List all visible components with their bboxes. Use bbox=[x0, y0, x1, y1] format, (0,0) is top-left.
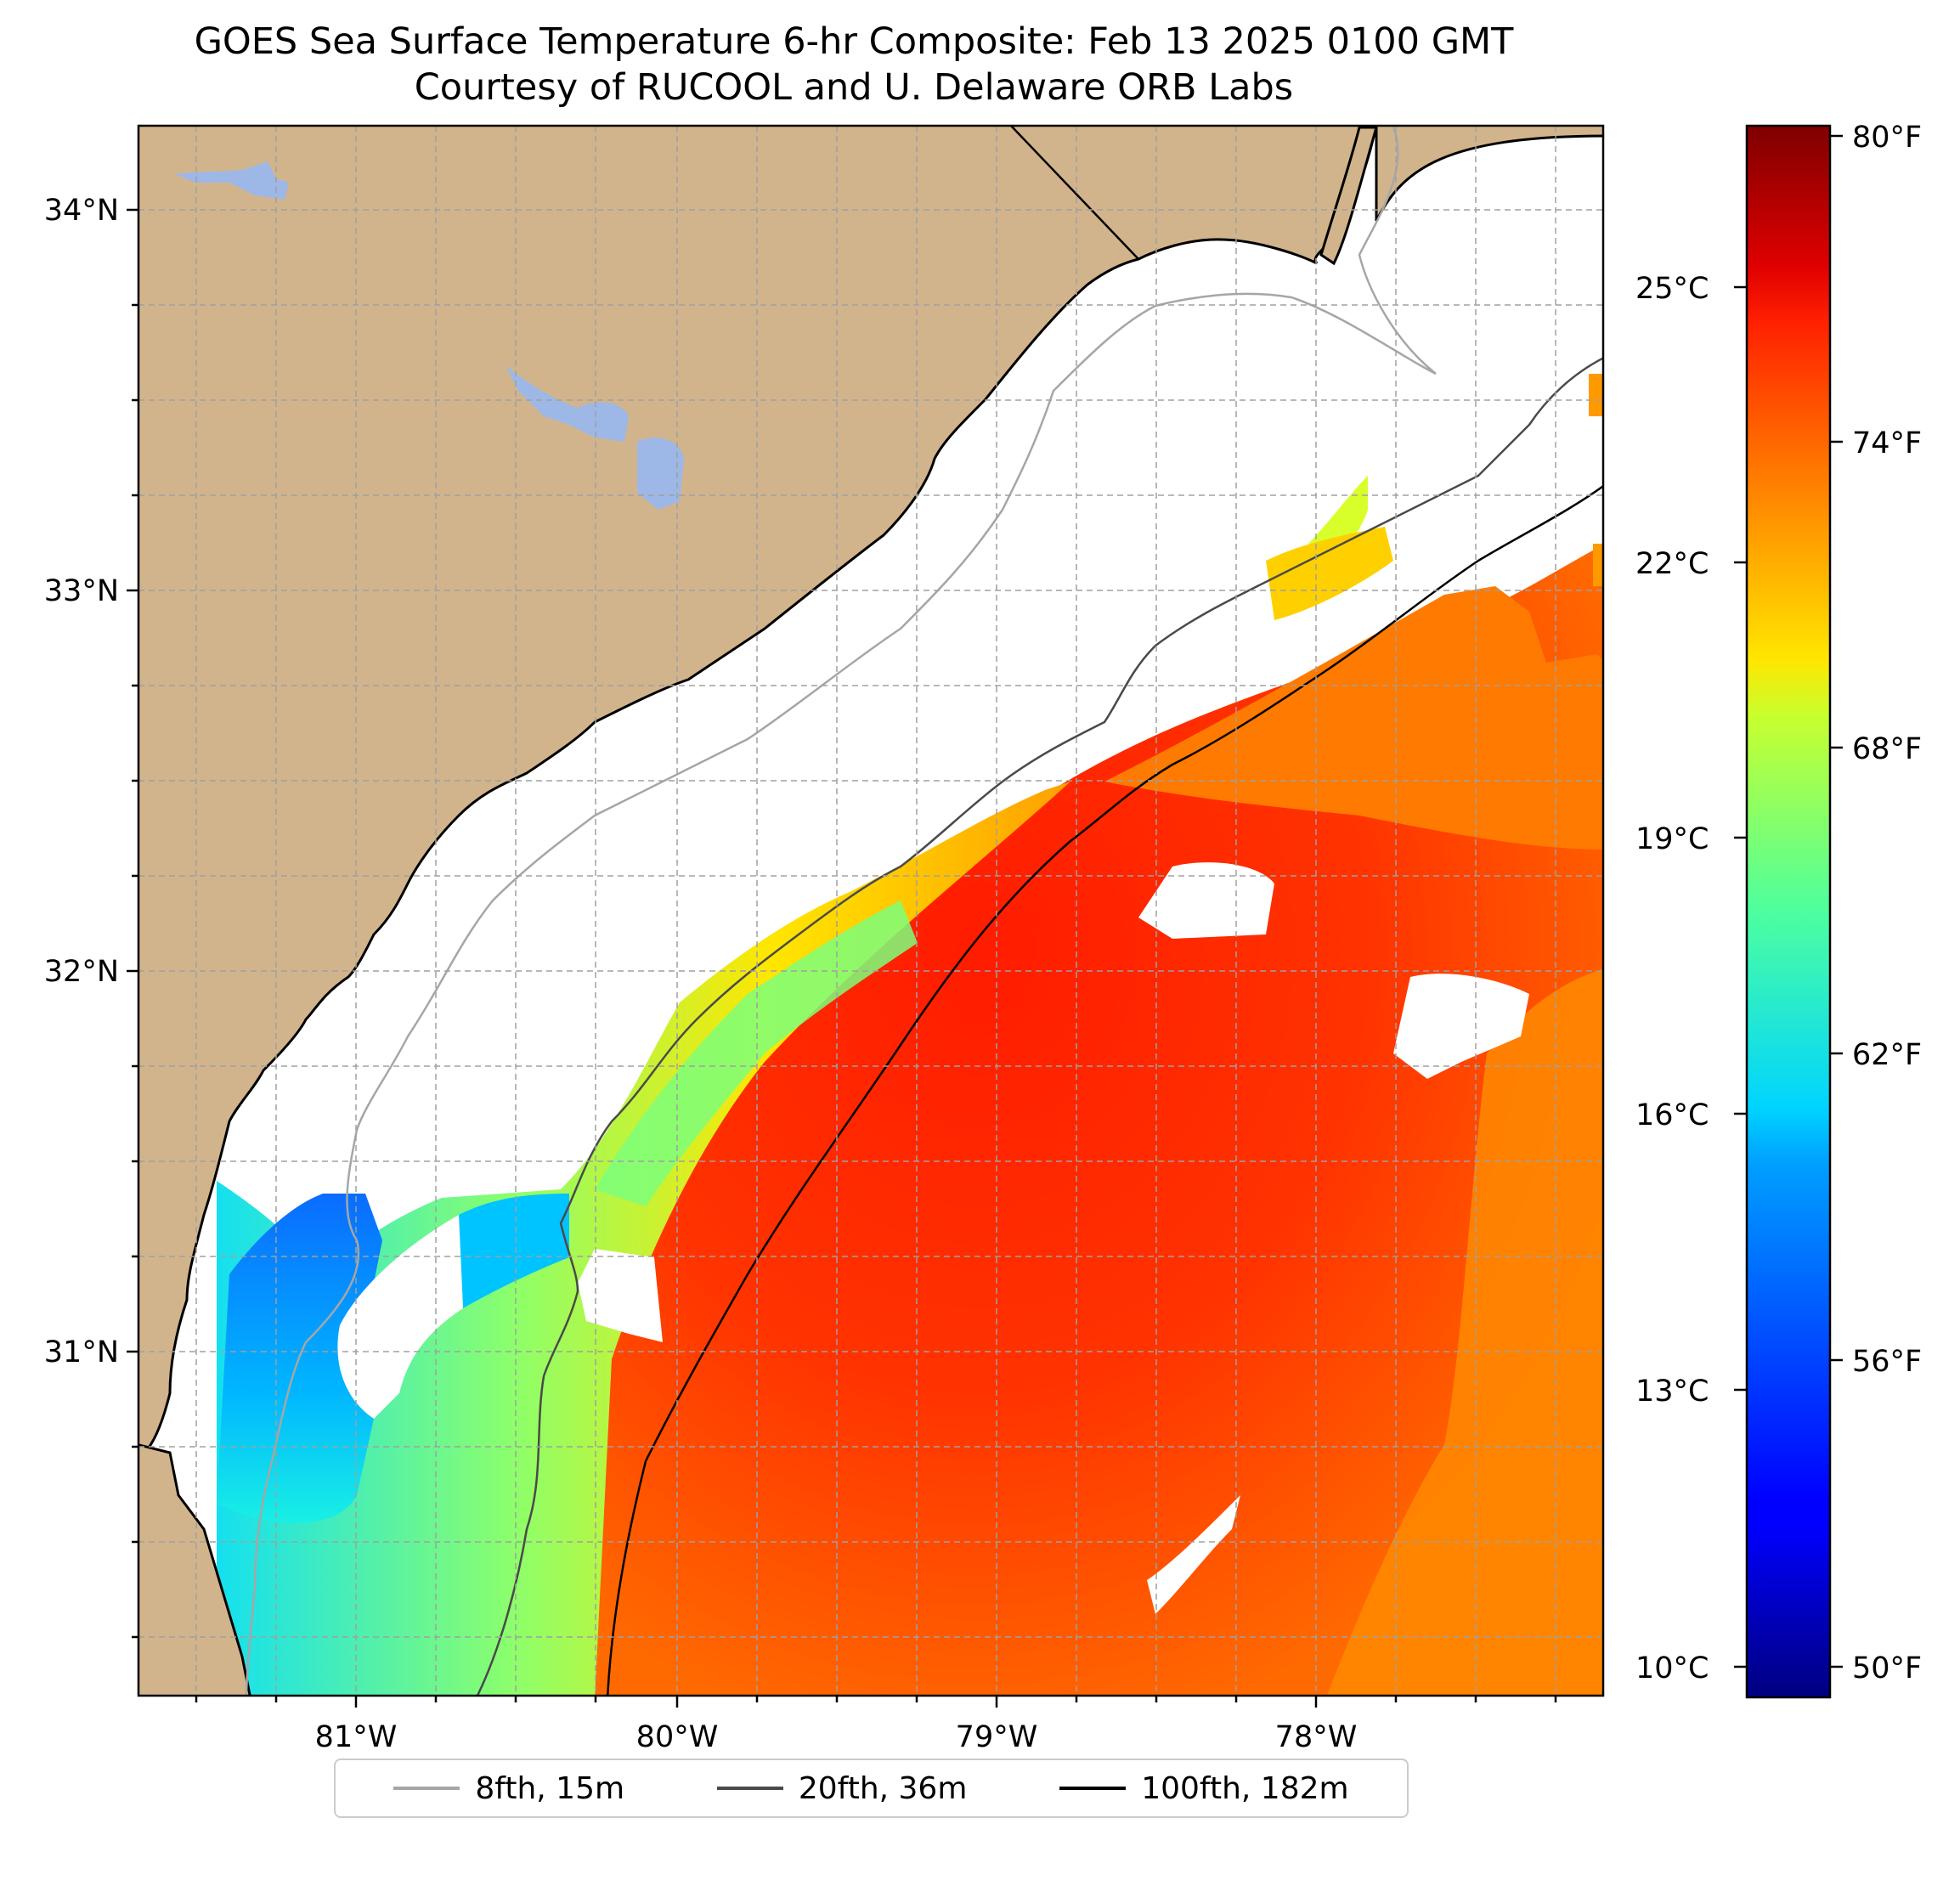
legend-label-100fth: 100fth, 182m bbox=[1141, 1770, 1349, 1806]
colorbar-celsius-label: 19°C bbox=[1635, 822, 1709, 856]
lon-tick-label: 79°W bbox=[956, 1720, 1038, 1754]
no-data-inshore-cove bbox=[337, 1215, 463, 1419]
legend-swatch-100fth bbox=[1059, 1787, 1127, 1790]
lake-north bbox=[174, 161, 289, 200]
land-northeast bbox=[1319, 126, 1378, 266]
colorbar-celsius-label: 25°C bbox=[1635, 272, 1709, 306]
plot-title: GOES Sea Surface Temperature 6-hr Compos… bbox=[194, 20, 1514, 63]
lat-tick-label: 33°N bbox=[44, 574, 119, 608]
sst-orange-edge-2 bbox=[1593, 544, 1603, 586]
legend-item-100fth: 100fth, 182m bbox=[1059, 1770, 1349, 1806]
contour-legend: 8fth, 15m 20fth, 36m 100fth, 182m bbox=[334, 1759, 1409, 1818]
legend-swatch-20fth bbox=[716, 1787, 783, 1790]
lat-tick-label: 32°N bbox=[44, 955, 119, 989]
land-south-strip bbox=[138, 1443, 251, 1696]
lon-tick-label: 80°W bbox=[636, 1720, 719, 1754]
legend-item-8fth: 8fth, 15m bbox=[393, 1771, 624, 1806]
colorbar-fahrenheit-label: 50°F bbox=[1852, 1651, 1922, 1685]
lake-marion bbox=[506, 365, 629, 442]
lake-moultrie bbox=[637, 438, 684, 510]
sst-orange-east bbox=[1326, 968, 1603, 1696]
legend-label-20fth: 20fth, 36m bbox=[798, 1770, 968, 1806]
lon-tick-label: 81°W bbox=[315, 1720, 398, 1754]
colorbar bbox=[1745, 124, 1832, 1699]
no-data-patch-2 bbox=[1393, 974, 1529, 1079]
colorbar-celsius-label: 22°C bbox=[1635, 547, 1709, 581]
no-data-patch-1 bbox=[1138, 862, 1274, 939]
state-boundary bbox=[1010, 126, 1139, 260]
sst-shelf-gradient bbox=[217, 782, 1070, 1696]
title-block: GOES Sea Surface Temperature 6-hr Compos… bbox=[0, 19, 1708, 110]
contour-20fth bbox=[476, 357, 1603, 1696]
sst-blue-mid bbox=[459, 1194, 569, 1308]
colorbar-fahrenheit-label: 80°F bbox=[1852, 121, 1922, 155]
map-frame bbox=[137, 124, 1605, 1697]
colorbar-fahrenheit-label: 56°F bbox=[1852, 1345, 1922, 1379]
lat-tick-label: 31°N bbox=[44, 1335, 119, 1369]
gridlines bbox=[138, 126, 1603, 1696]
colorbar-celsius-label: 13°C bbox=[1635, 1375, 1709, 1409]
no-data-patch-4 bbox=[1147, 1495, 1240, 1614]
sst-yellow-north bbox=[1266, 527, 1393, 620]
plot-subtitle: Courtesy of RUCOOL and U. Delaware ORB L… bbox=[414, 66, 1294, 109]
legend-label-8fth: 8fth, 15m bbox=[475, 1770, 625, 1806]
no-data-patch-3 bbox=[578, 1249, 663, 1342]
colorbar-celsius-label: 10°C bbox=[1635, 1651, 1709, 1685]
sst-orange-north bbox=[1104, 586, 1603, 850]
colorbar-ticks bbox=[1734, 134, 1843, 1668]
colorbar-celsius-label: 16°C bbox=[1635, 1098, 1709, 1132]
sst-warm-field bbox=[595, 545, 1603, 1696]
contour-100fth bbox=[606, 484, 1603, 1696]
legend-item-20fth: 20fth, 36m bbox=[716, 1770, 968, 1806]
lon-tick-label: 78°W bbox=[1275, 1720, 1358, 1754]
legend-swatch-8fth bbox=[393, 1787, 460, 1790]
colorbar-fahrenheit-label: 68°F bbox=[1852, 732, 1922, 766]
colorbar-fahrenheit-label: 74°F bbox=[1852, 426, 1922, 460]
sst-orange-edge-1 bbox=[1589, 374, 1603, 416]
colorbar-fahrenheit-label: 62°F bbox=[1852, 1038, 1922, 1072]
contour-8fth bbox=[245, 127, 1437, 1696]
axis-ticks bbox=[127, 208, 1557, 1708]
lat-tick-label: 34°N bbox=[44, 194, 119, 228]
